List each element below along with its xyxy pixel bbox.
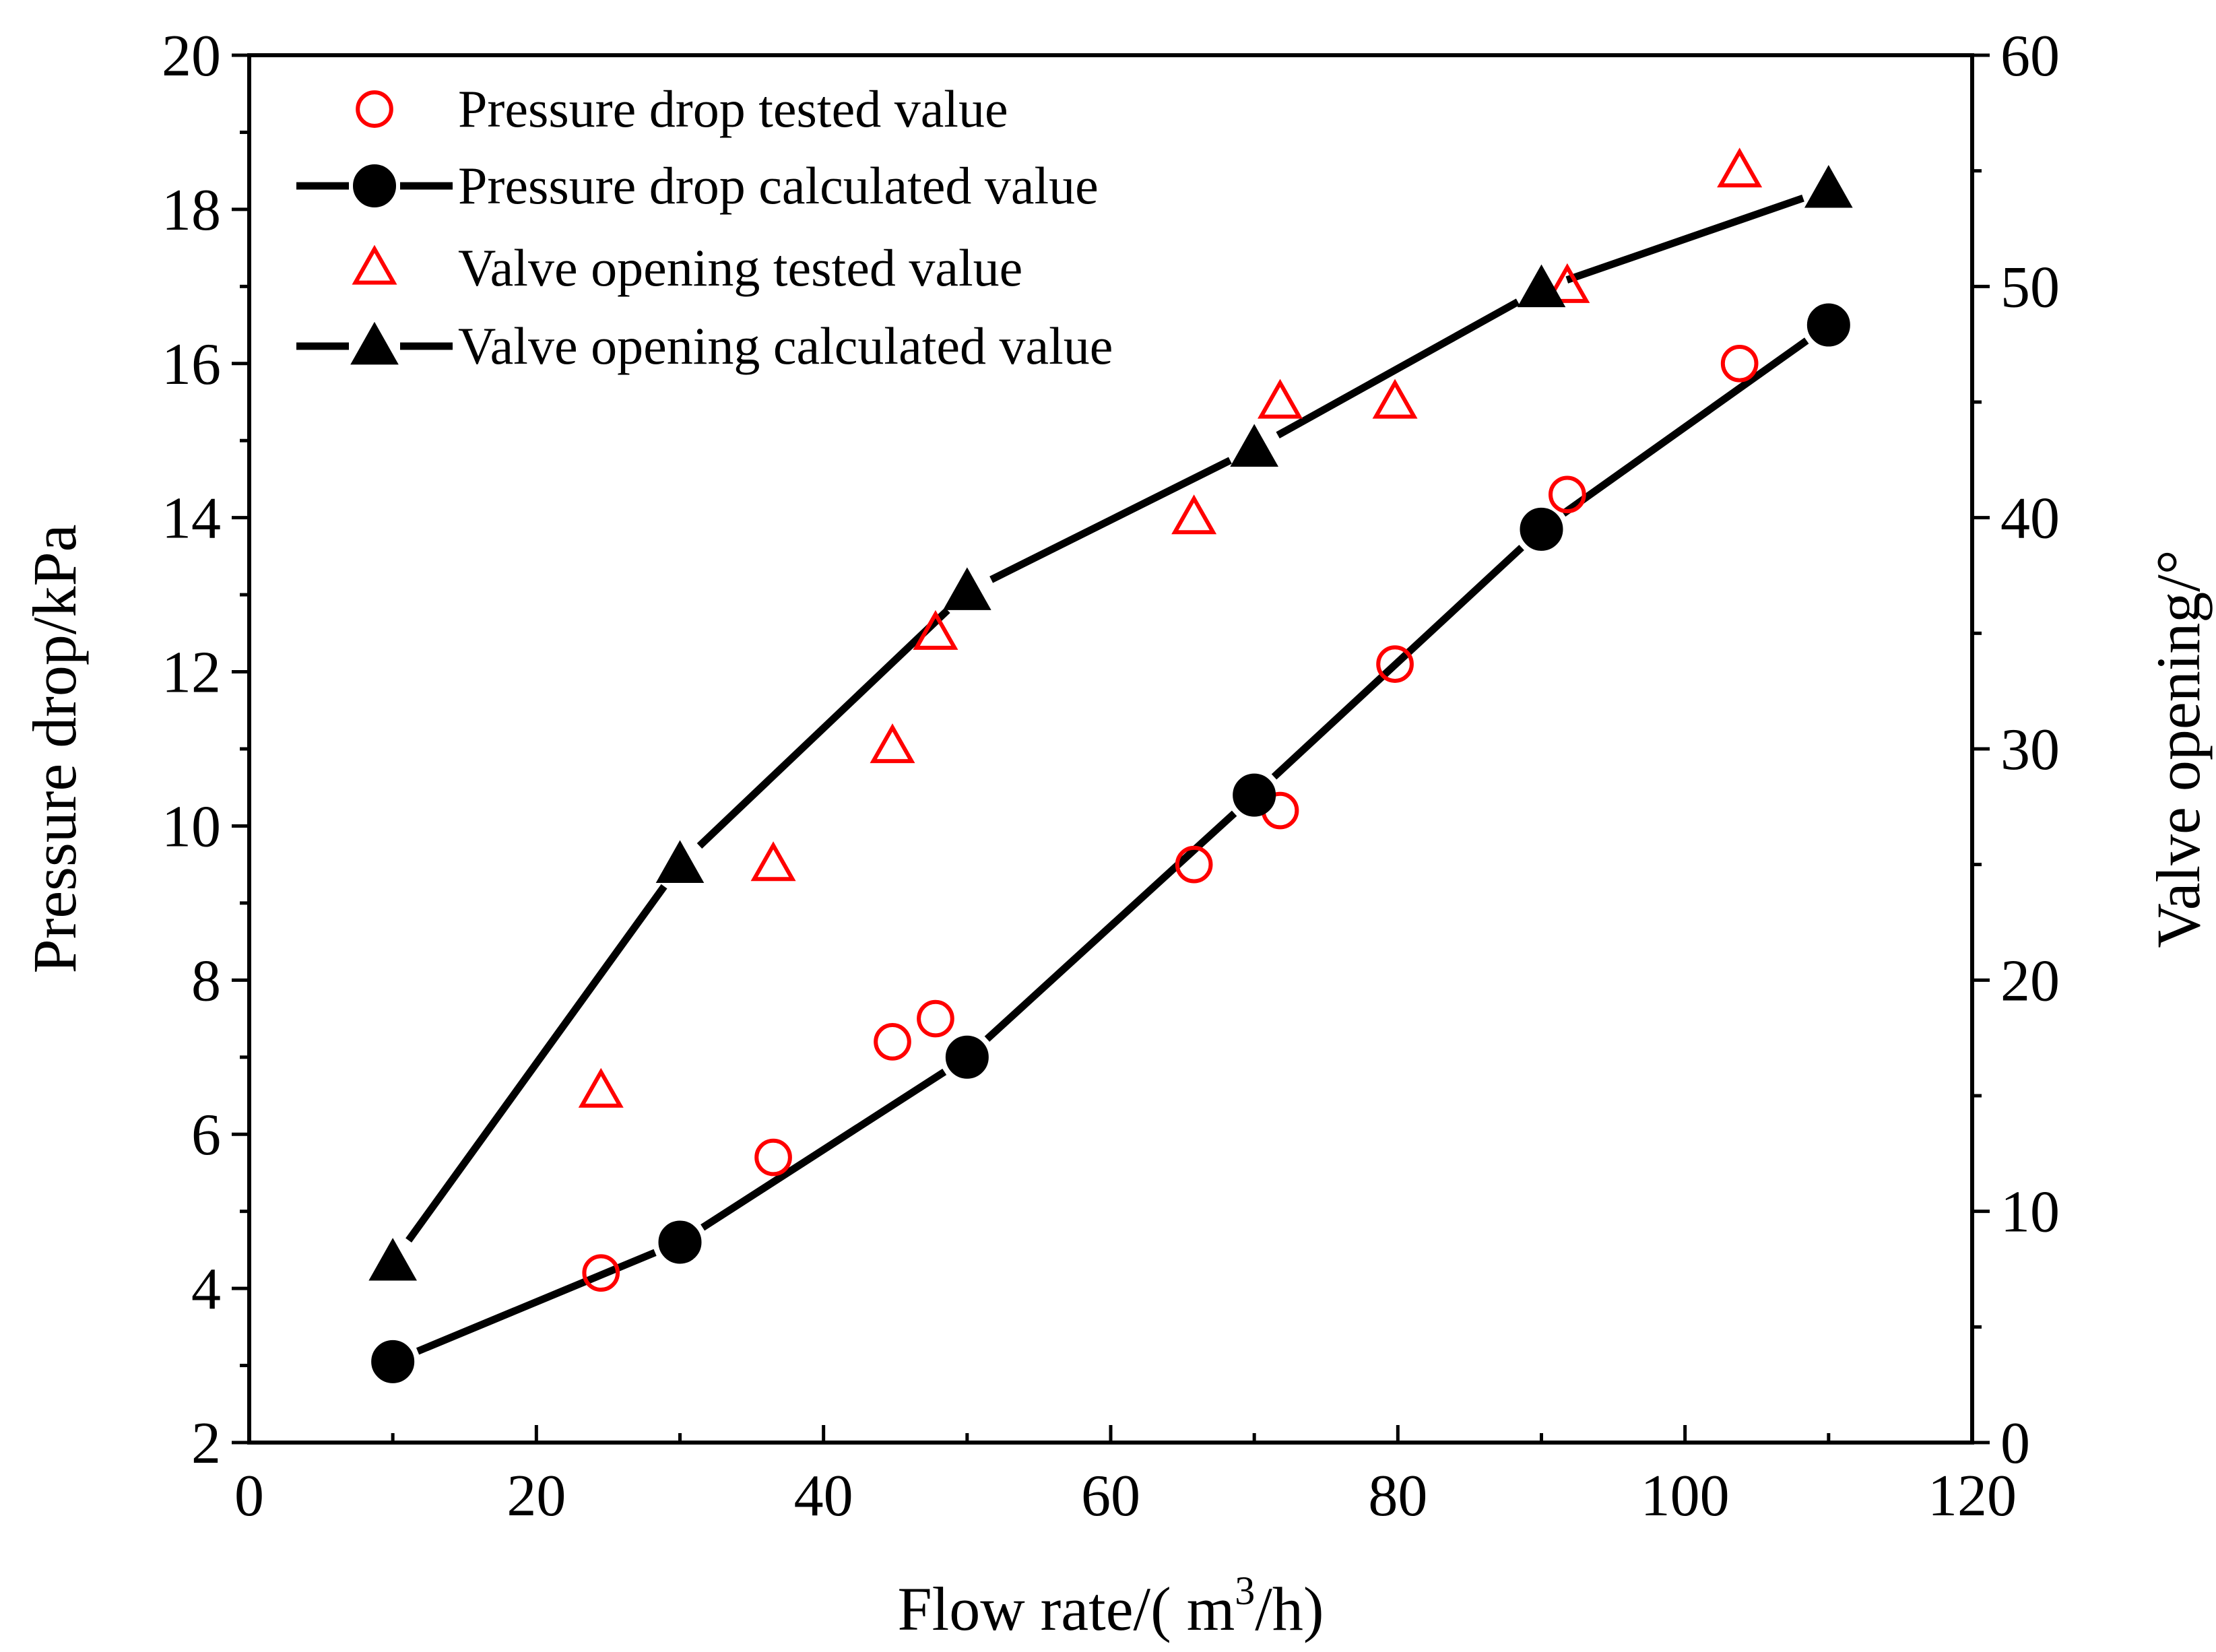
series-2-point <box>750 841 796 882</box>
y-tick-label: 20 <box>162 24 221 89</box>
y-tick-label: 14 <box>162 486 221 552</box>
x-tick-label: 20 <box>507 1463 566 1529</box>
y2-tick-label: 0 <box>2000 1411 2030 1476</box>
series-1-point <box>945 1035 989 1079</box>
legend-marker-1 <box>353 164 396 207</box>
series-3-point <box>368 1238 417 1281</box>
series-0-point <box>1376 645 1414 683</box>
series-1-line-segment <box>984 810 1237 1042</box>
y-tick-label: 8 <box>191 948 221 1014</box>
series-3-line-segment <box>1276 298 1520 439</box>
series-2-point <box>1372 378 1418 419</box>
x-tick-label: 120 <box>1928 1463 2017 1529</box>
series-0-point <box>1175 845 1213 884</box>
legend-label-3: Valve opening calculated value <box>458 317 1113 375</box>
y2-tick-label: 60 <box>2000 24 2060 89</box>
y2-tick-label: 30 <box>2000 717 2060 783</box>
series-1-line-segment <box>1271 544 1524 780</box>
series-3-line-segment <box>405 884 667 1243</box>
legend-marker-3 <box>350 321 399 365</box>
series-2-point <box>1717 147 1763 188</box>
legend-label-2: Valve opening tested value <box>458 238 1022 297</box>
series-0-point <box>874 1023 911 1061</box>
series-1-point <box>658 1220 702 1264</box>
series-2-point <box>870 723 915 764</box>
y2-tick-label: 40 <box>2000 486 2060 552</box>
y2-tick-label: 10 <box>2000 1180 2060 1245</box>
legend-marker-2 <box>352 244 397 285</box>
series-2-point <box>1171 494 1217 535</box>
lines-layer <box>405 195 1809 1355</box>
x-tick-label: 100 <box>1641 1463 1730 1529</box>
x-tick-label: 40 <box>794 1463 853 1529</box>
series-3-point <box>1230 424 1278 467</box>
x-tick-label: 60 <box>1081 1463 1140 1529</box>
series-3-point <box>655 840 705 884</box>
series-3-line-segment <box>989 457 1232 583</box>
y2-axis-title: Valve opening/° <box>2144 550 2213 948</box>
legend-marker-0 <box>356 90 393 128</box>
legend: Pressure drop tested value Pressure drop … <box>296 79 1113 375</box>
series-1-point <box>371 1340 415 1383</box>
y-tick-label: 6 <box>191 1102 221 1168</box>
series-2-point <box>578 1067 624 1108</box>
y-tick-label: 16 <box>162 332 221 397</box>
y-axis-title: Pressure drop/kPa <box>20 525 89 974</box>
series-0-point <box>1549 475 1586 514</box>
x-axis-title: Flow rate/( m3/h) <box>898 1568 1324 1643</box>
series-0-point <box>1720 344 1759 383</box>
y2-tick-label: 50 <box>2000 255 2060 320</box>
y-tick-label: 2 <box>191 1411 221 1476</box>
markers-layer <box>368 147 1853 1383</box>
legend-label-0: Pressure drop tested value <box>458 79 1008 138</box>
series-0-point <box>582 1254 620 1292</box>
series-1-point <box>1233 773 1276 817</box>
y2-tick-label: 20 <box>2000 948 2060 1014</box>
series-1-point <box>1806 303 1850 347</box>
series-3-line-segment <box>1565 195 1804 284</box>
plot-frame <box>247 53 1974 1445</box>
series-2-point <box>1258 378 1303 419</box>
series-1-line-segment <box>700 1068 947 1231</box>
x-tick-label: 80 <box>1368 1463 1427 1529</box>
series-3-point <box>1804 164 1853 208</box>
series-0-point <box>917 999 954 1038</box>
y-tick-label: 12 <box>162 640 221 706</box>
series-1-line-segment <box>1561 337 1809 517</box>
x-tick-label: 0 <box>234 1463 264 1529</box>
ticks-layer: 0 20 40 60 80 100 120 2 4 6 8 10 12 14 16 18 20 0 10 20 30 40… <box>162 24 2060 1529</box>
y-tick-label: 4 <box>191 1257 221 1322</box>
series-1-point <box>1520 507 1563 551</box>
series-3-line-segment <box>696 607 950 849</box>
series-3-point <box>943 567 991 610</box>
series-2-point <box>1544 263 1590 303</box>
series-0-point <box>754 1138 792 1177</box>
y-tick-label: 10 <box>162 794 221 859</box>
series-3-point <box>1517 264 1566 308</box>
y-tick-label: 18 <box>162 178 221 243</box>
series-2-point <box>913 609 958 650</box>
legend-label-1: Pressure drop calculated value <box>458 156 1099 215</box>
